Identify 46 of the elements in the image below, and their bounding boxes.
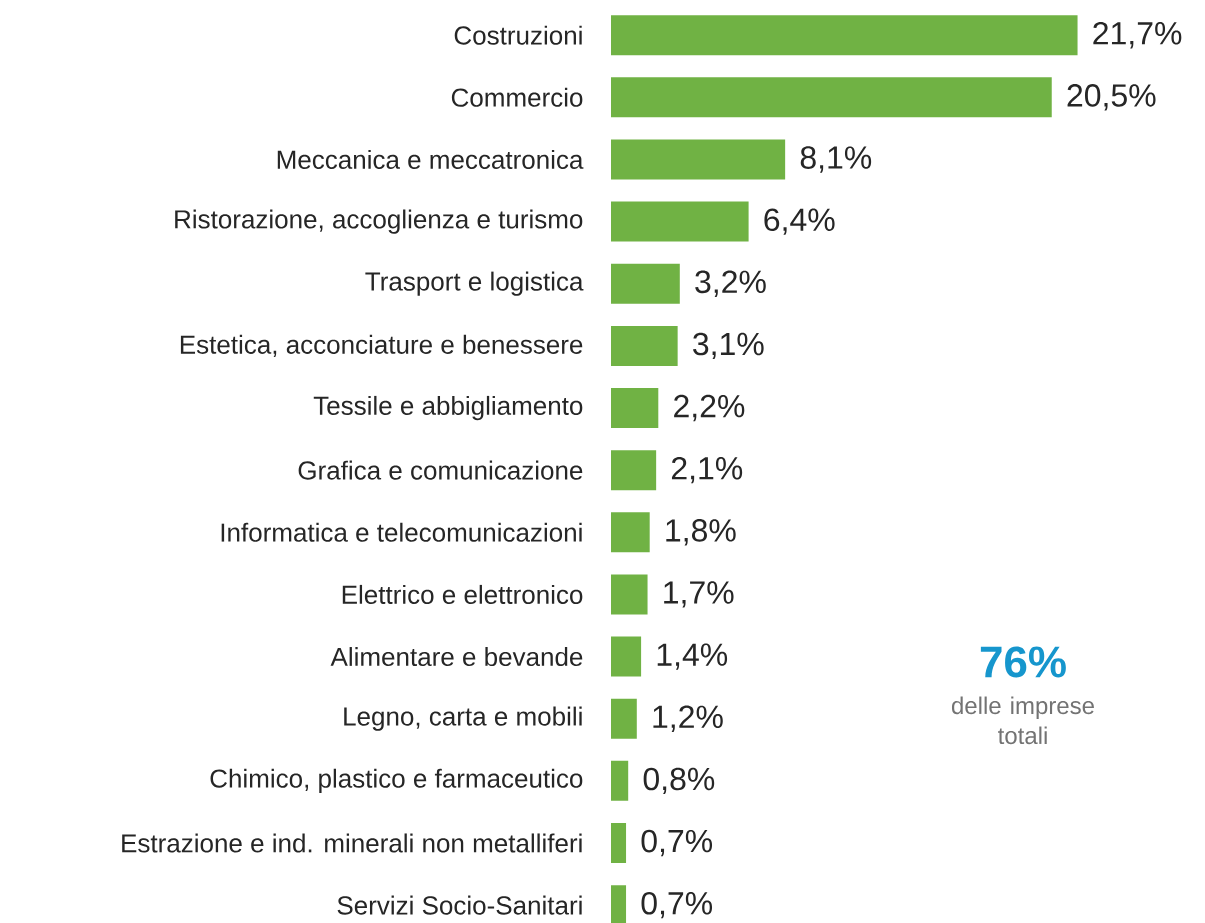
data-label: 20,5% <box>1067 84 1156 111</box>
data-label: 1,7% <box>664 581 734 608</box>
bar <box>611 139 786 180</box>
y-tick-label: Meccanica e meccatronica <box>277 149 584 169</box>
data-label: 3,2% <box>695 270 766 297</box>
y-tick-label: Estetica, acconciature e benessere <box>180 334 583 357</box>
bar <box>611 15 1078 56</box>
bar <box>611 823 627 863</box>
y-tick-label: Informatica e telecomunicazioni <box>221 522 582 542</box>
y-tick-label: Chimico, plastico e farmaceutico <box>210 768 583 793</box>
annotation: delle imprese totali <box>951 696 1094 745</box>
data-label: 1,4% <box>657 643 728 670</box>
data-label: 2,1% <box>671 456 743 484</box>
y-tick-label: Grafica e comunicazione <box>298 460 583 480</box>
bar <box>611 698 637 739</box>
bar <box>611 201 749 242</box>
y-tick-label: Elettrico e elettronico <box>342 584 583 604</box>
y-tick-label: Ristorazione, accoglienza e turismo <box>175 209 583 234</box>
bar <box>611 263 680 304</box>
y-tick-label: Tessile e abbigliamento <box>313 395 583 421</box>
y-tick-label: Commercio <box>451 87 583 107</box>
y-tick-label: Legno, carta e mobili <box>344 706 582 731</box>
y-tick-label: Costruzioni <box>454 25 582 45</box>
bar <box>611 450 657 491</box>
bar <box>611 325 678 366</box>
bar <box>611 760 629 801</box>
data-label: 3,1% <box>693 332 764 360</box>
data-label: 0,8% <box>643 767 715 795</box>
data-label: 8,1% <box>800 146 872 173</box>
bar <box>611 574 648 615</box>
data-label: 2,2% <box>674 394 745 422</box>
data-label: 0,7% <box>641 829 713 857</box>
data-label: 1,2% <box>653 705 723 732</box>
data-label: 0,7% <box>641 891 713 919</box>
bar <box>611 77 1052 118</box>
bar <box>611 512 650 553</box>
data-label: 1,8% <box>666 519 736 546</box>
y-tick-label: Alimentare e bevande <box>330 647 583 667</box>
data-label: 6,4% <box>764 208 835 235</box>
y-tick-label: Trasport e logistica <box>365 271 584 296</box>
annotation: 76% <box>980 646 1066 678</box>
bar <box>611 388 659 429</box>
data-label: 21,7% <box>1093 21 1182 49</box>
y-tick-label: Estrazione e ind. minerali non metalliferi <box>122 833 582 853</box>
y-tick-label: Servizi Socio-Sanitari <box>337 895 582 915</box>
bar <box>611 636 642 677</box>
